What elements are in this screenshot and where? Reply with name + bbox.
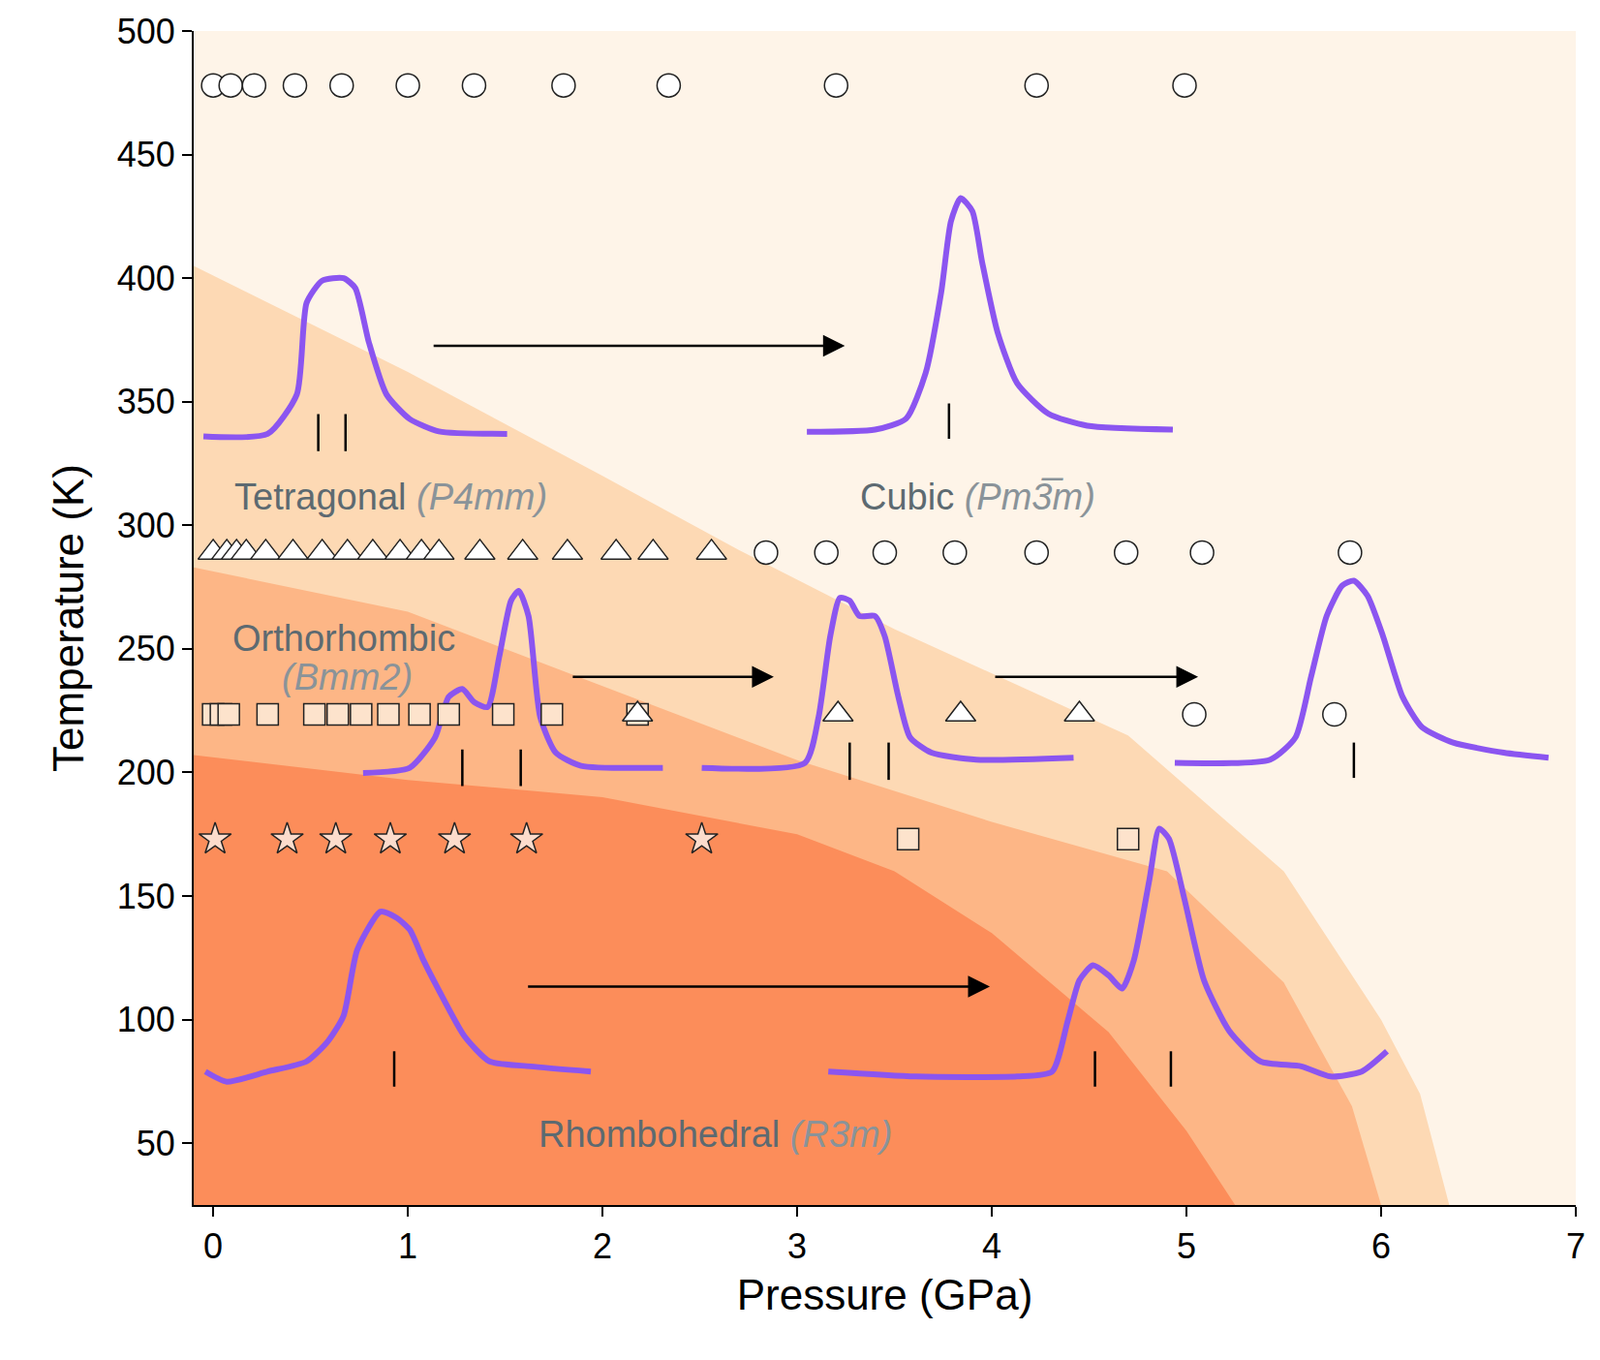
svg-text:3: 3 (787, 1226, 807, 1266)
svg-text:250: 250 (117, 628, 176, 669)
svg-text:Temperature (K): Temperature (K) (44, 463, 93, 772)
svg-text:2: 2 (592, 1226, 613, 1266)
svg-text:400: 400 (117, 258, 176, 299)
svg-text:Tetragonal (P4mm): Tetragonal (P4mm) (234, 476, 548, 518)
svg-text:500: 500 (117, 11, 176, 52)
svg-text:200: 200 (117, 752, 176, 793)
svg-text:350: 350 (117, 381, 176, 422)
svg-text:7: 7 (1566, 1226, 1586, 1266)
svg-text:0: 0 (203, 1226, 223, 1266)
svg-text:Orthorhombic: Orthorhombic (232, 617, 456, 659)
svg-text:4: 4 (982, 1226, 1002, 1266)
svg-text:100: 100 (117, 999, 176, 1040)
svg-text:300: 300 (117, 505, 176, 546)
svg-text:(Bmm2): (Bmm2) (281, 656, 413, 698)
svg-text:6: 6 (1371, 1226, 1391, 1266)
svg-text:450: 450 (117, 134, 176, 175)
svg-text:5: 5 (1176, 1226, 1197, 1266)
svg-text:1: 1 (398, 1226, 418, 1266)
svg-text:Rhombohedral (R3m): Rhombohedral (R3m) (538, 1113, 893, 1155)
svg-text:150: 150 (117, 876, 176, 917)
svg-text:50: 50 (136, 1123, 176, 1164)
svg-text:Cubic (Pm3̅m): Cubic (Pm3̅m) (860, 476, 1096, 518)
svg-text:Pressure (GPa): Pressure (GPa) (737, 1270, 1034, 1319)
